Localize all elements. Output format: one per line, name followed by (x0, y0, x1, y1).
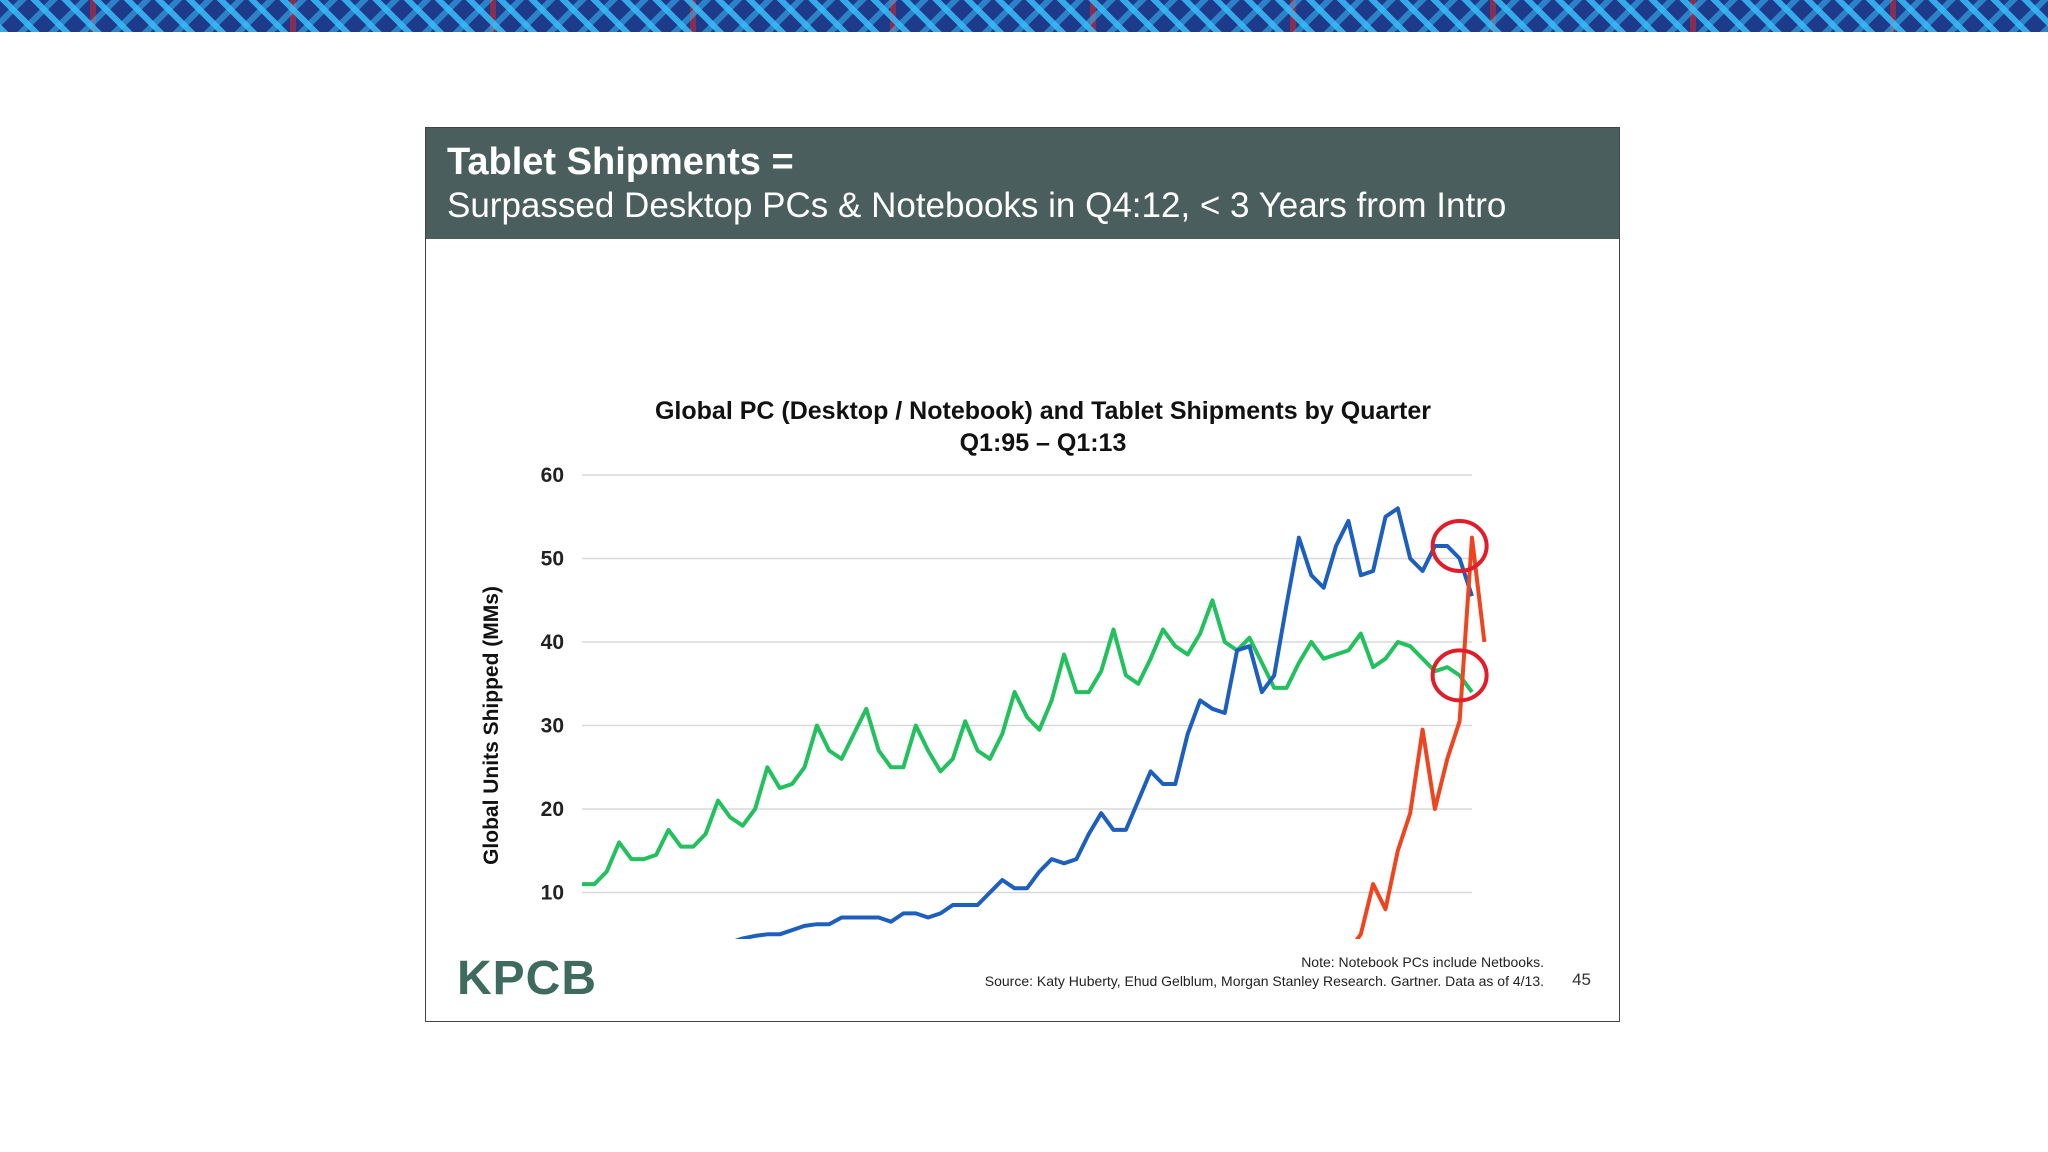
crossover-circle-desktop (1430, 648, 1489, 703)
slide: Tablet Shipments = Surpassed Desktop PCs… (425, 127, 1620, 1022)
y-tick-label: 10 (541, 882, 564, 905)
crossover-circle-notebook (1430, 518, 1489, 573)
y-tick-label: 30 (541, 715, 564, 738)
footnote: Note: Notebook PCs include Netbooks. (1301, 954, 1544, 970)
y-tick-label: 20 (541, 798, 564, 821)
decorative-banner (0, 0, 2048, 32)
series-line-notebook-pcs (734, 506, 1474, 939)
source-note: Source: Katy Huberty, Ehud Gelblum, Morg… (984, 973, 1544, 989)
series-line-tablets (1354, 535, 1487, 939)
chart-subtitle: Q1:95 – Q1:13 (960, 429, 1127, 457)
slide-title: Tablet Shipments = (447, 141, 794, 183)
slide-header: Tablet Shipments = Surpassed Desktop PCs… (426, 128, 1619, 239)
series-line-desktop-pcs (582, 598, 1474, 887)
slide-subtitle: Surpassed Desktop PCs & Notebooks in Q4:… (447, 186, 1507, 225)
y-axis-label: Global Units Shipped (MMs) (480, 586, 503, 865)
y-tick-label: 50 (541, 548, 564, 571)
page-number: 45 (1572, 970, 1591, 989)
y-tick-label: 40 (541, 631, 564, 654)
kpcb-logo: KPCB (457, 952, 598, 1005)
chart-title: Global PC (Desktop / Notebook) and Table… (655, 397, 1431, 425)
y-tick-label: 60 (541, 464, 564, 487)
line-chart: Global PC (Desktop / Notebook) and Table… (480, 397, 1489, 939)
